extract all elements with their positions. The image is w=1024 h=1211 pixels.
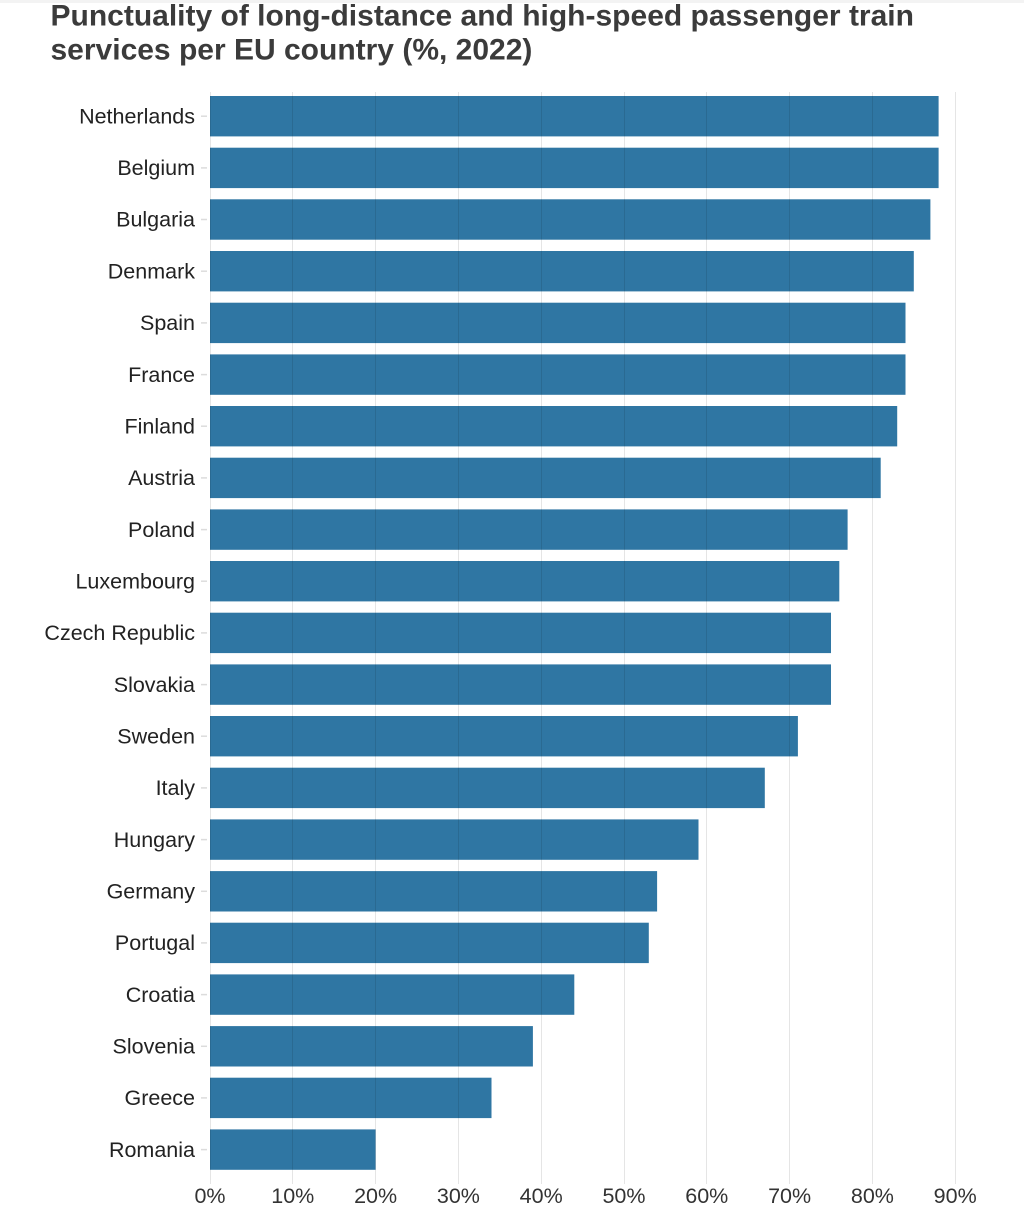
svg-text:50%: 50% [602,1184,645,1208]
svg-text:Hungary: Hungary [114,828,196,852]
svg-text:40%: 40% [520,1184,563,1208]
svg-text:10%: 10% [271,1184,314,1208]
svg-text:Slovenia: Slovenia [113,1035,196,1059]
svg-text:Italy: Italy [156,776,196,800]
svg-text:Punctuality of long-distance a: Punctuality of long-distance and high-sp… [51,0,914,33]
svg-text:Slovakia: Slovakia [114,673,195,697]
svg-text:Belgium: Belgium [117,156,195,180]
svg-text:Luxembourg: Luxembourg [75,569,195,593]
svg-text:Czech Republic: Czech Republic [44,621,195,645]
svg-text:90%: 90% [934,1184,977,1208]
svg-text:services per EU country (%, 20: services per EU country (%, 2022) [51,34,533,67]
svg-text:Germany: Germany [107,880,196,904]
svg-text:Bulgaria: Bulgaria [116,208,195,232]
svg-text:Spain: Spain [140,311,195,335]
svg-text:Sweden: Sweden [117,724,195,748]
svg-text:Romania: Romania [109,1138,195,1162]
svg-text:20%: 20% [354,1184,397,1208]
svg-text:80%: 80% [851,1184,894,1208]
svg-text:Finland: Finland [124,414,195,438]
svg-text:Denmark: Denmark [108,259,195,283]
svg-text:Greece: Greece [124,1086,195,1110]
svg-text:France: France [128,363,195,387]
svg-text:60%: 60% [685,1184,728,1208]
svg-text:Croatia: Croatia [126,983,195,1007]
svg-text:30%: 30% [437,1184,480,1208]
svg-text:Netherlands: Netherlands [79,104,195,128]
svg-text:Austria: Austria [128,466,195,490]
svg-text:70%: 70% [768,1184,811,1208]
svg-text:Portugal: Portugal [115,931,195,955]
svg-text:Poland: Poland [128,518,195,542]
svg-text:0%: 0% [194,1184,225,1208]
